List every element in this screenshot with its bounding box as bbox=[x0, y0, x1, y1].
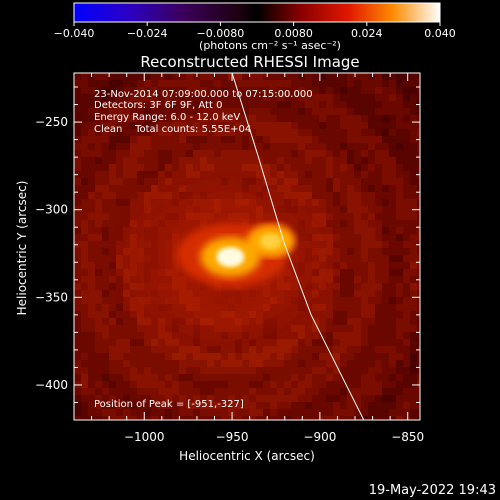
x-tick-label: −950 bbox=[216, 430, 249, 444]
x-axis-label: Heliocentric X (arcsec) bbox=[179, 449, 315, 463]
y-tick-label: −400 bbox=[35, 378, 68, 392]
plot-frame bbox=[73, 72, 421, 421]
annotation-energy-range: Energy Range: 6.0 - 12.0 keV bbox=[94, 112, 240, 123]
annotation-time-range: 23-Nov-2014 07:09:00.000 to 07:15:00.000 bbox=[94, 89, 313, 100]
colorbar-unit-label: (photons cm⁻² s⁻¹ asec⁻²) bbox=[199, 39, 341, 52]
y-tick-label: −250 bbox=[35, 115, 68, 129]
emission-source-core-2 bbox=[260, 233, 282, 250]
colorbar-tick-label: 0.040 bbox=[424, 27, 456, 40]
colorbar-tick-label: 0.0080 bbox=[274, 27, 313, 40]
colorbar-tick-label: 0.024 bbox=[351, 27, 383, 40]
y-tick-label: −350 bbox=[35, 290, 68, 304]
x-tick-label: −850 bbox=[391, 430, 424, 444]
annotation-detectors: Detectors: 3F 6F 9F, Att 0 bbox=[94, 100, 222, 111]
footer-date: 19-May-2022 19:43 bbox=[369, 483, 496, 498]
x-tick-label: −1000 bbox=[124, 430, 165, 444]
y-axis: −250 −300 −350 −400 bbox=[35, 86, 420, 421]
x-tick-label: −900 bbox=[303, 430, 336, 444]
chart-title: Reconstructed RHESSI Image bbox=[140, 53, 359, 71]
x-axis: −1000 −950 −900 −850 bbox=[73, 73, 424, 444]
colorbar bbox=[73, 2, 441, 23]
solar-limb-line bbox=[231, 73, 365, 420]
colorbar-tick-label: −0.0080 bbox=[197, 27, 245, 40]
colorbar-tick-label: −0.040 bbox=[54, 27, 95, 40]
y-tick-label: −300 bbox=[35, 203, 68, 217]
emission-source-core-1 bbox=[216, 247, 245, 268]
annotation-clean-counts: Clean Total counts: 5.55E+04 bbox=[94, 124, 251, 135]
y-axis-label: Heliocentric Y (arcsec) bbox=[15, 181, 29, 316]
colorbar-ticks: −0.040 −0.024 −0.0080 0.0080 0.024 0.040 bbox=[54, 22, 456, 40]
annotation-peak-position: Position of Peak = [-951,-327] bbox=[94, 399, 244, 410]
colorbar-tick-label: −0.024 bbox=[127, 27, 168, 40]
